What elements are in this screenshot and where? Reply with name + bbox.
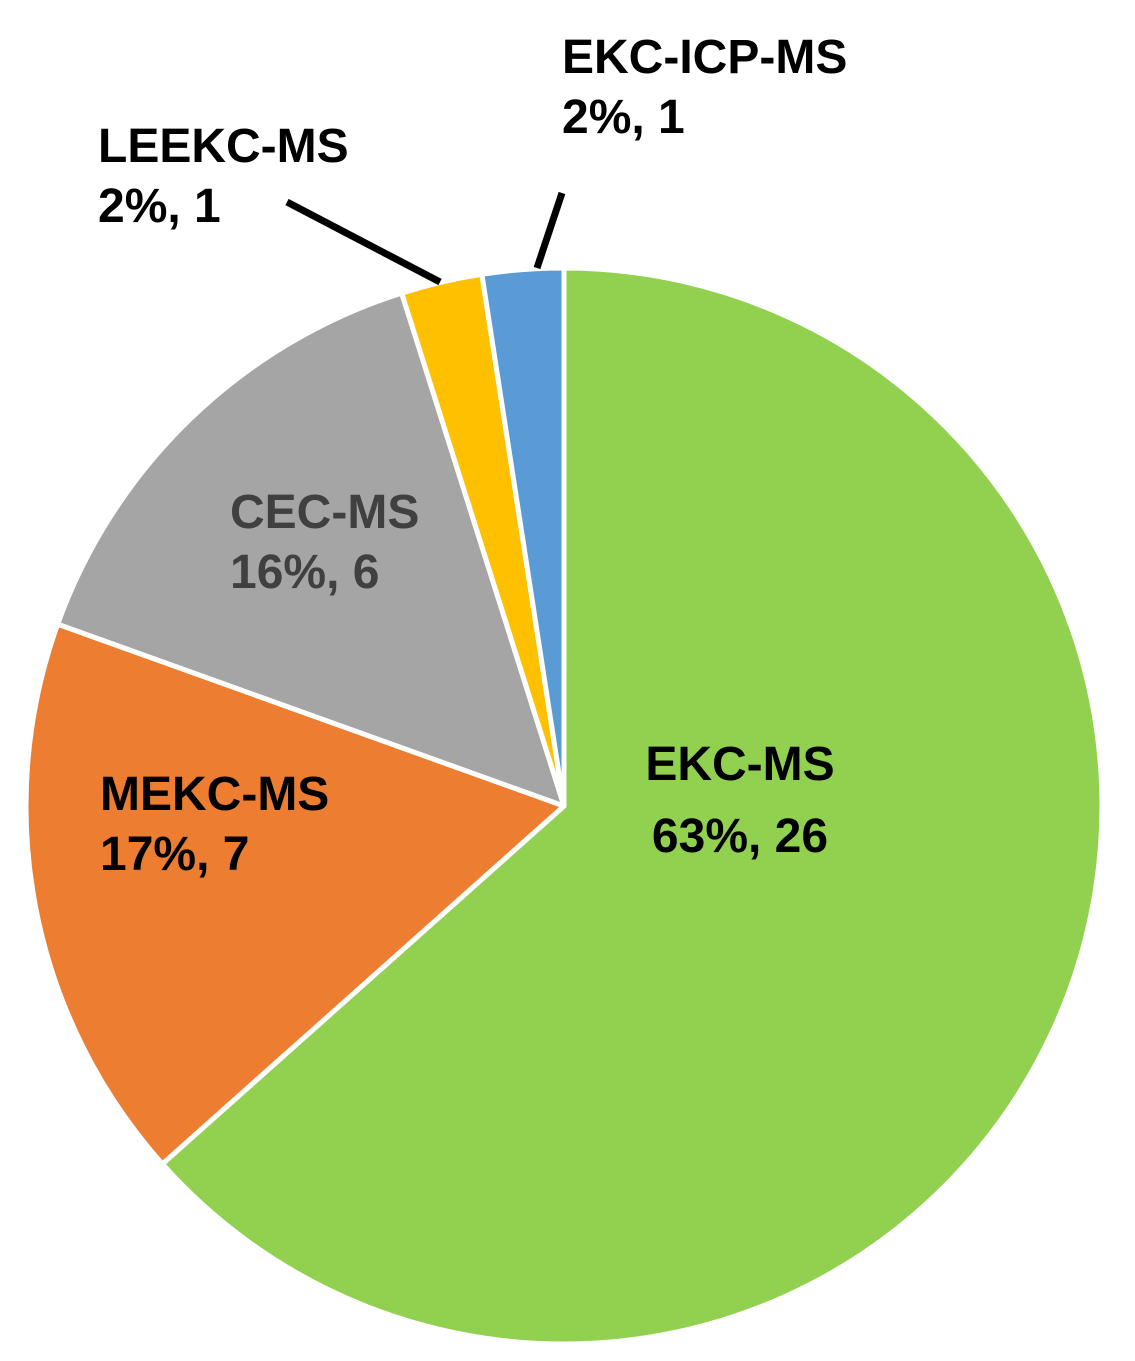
leader-line-ekc-icp-ms: [533, 191, 566, 270]
slice-value-label-mekc-ms: 17%, 7: [100, 828, 249, 881]
leader-lines-layer: [285, 191, 566, 286]
slice-label-cec-ms: CEC-MS: [230, 486, 419, 539]
slice-value-label-leekc-ms: 2%, 1: [98, 180, 221, 233]
slices-layer: [23, 265, 1105, 1347]
slice-value-label-ekc-ms: 63%, 26: [652, 810, 828, 863]
leader-line-leekc-ms: [285, 198, 442, 286]
labels-layer: EKC-MS 63%, 26 MEKC-MS 17%, 7 CEC-MS 16%, 6 LE…: [98, 31, 847, 881]
pie-slice-cec-ms: [55, 290, 567, 809]
slice-label-leekc-ms: LEEKC-MS: [98, 120, 349, 173]
slice-label-mekc-ms: MEKC-MS: [100, 768, 329, 821]
slice-value-label-cec-ms: 16%, 6: [230, 546, 379, 599]
slice-label-ekc-icp-ms: EKC-ICP-MS: [562, 31, 847, 84]
slice-value-label-ekc-icp-ms: 2%, 1: [562, 91, 685, 144]
pie-slice-ekc-ms: [159, 265, 1105, 1347]
pie-slice-ekc-icp-ms: [479, 265, 567, 809]
slice-label-ekc-ms: EKC-MS: [645, 738, 834, 791]
